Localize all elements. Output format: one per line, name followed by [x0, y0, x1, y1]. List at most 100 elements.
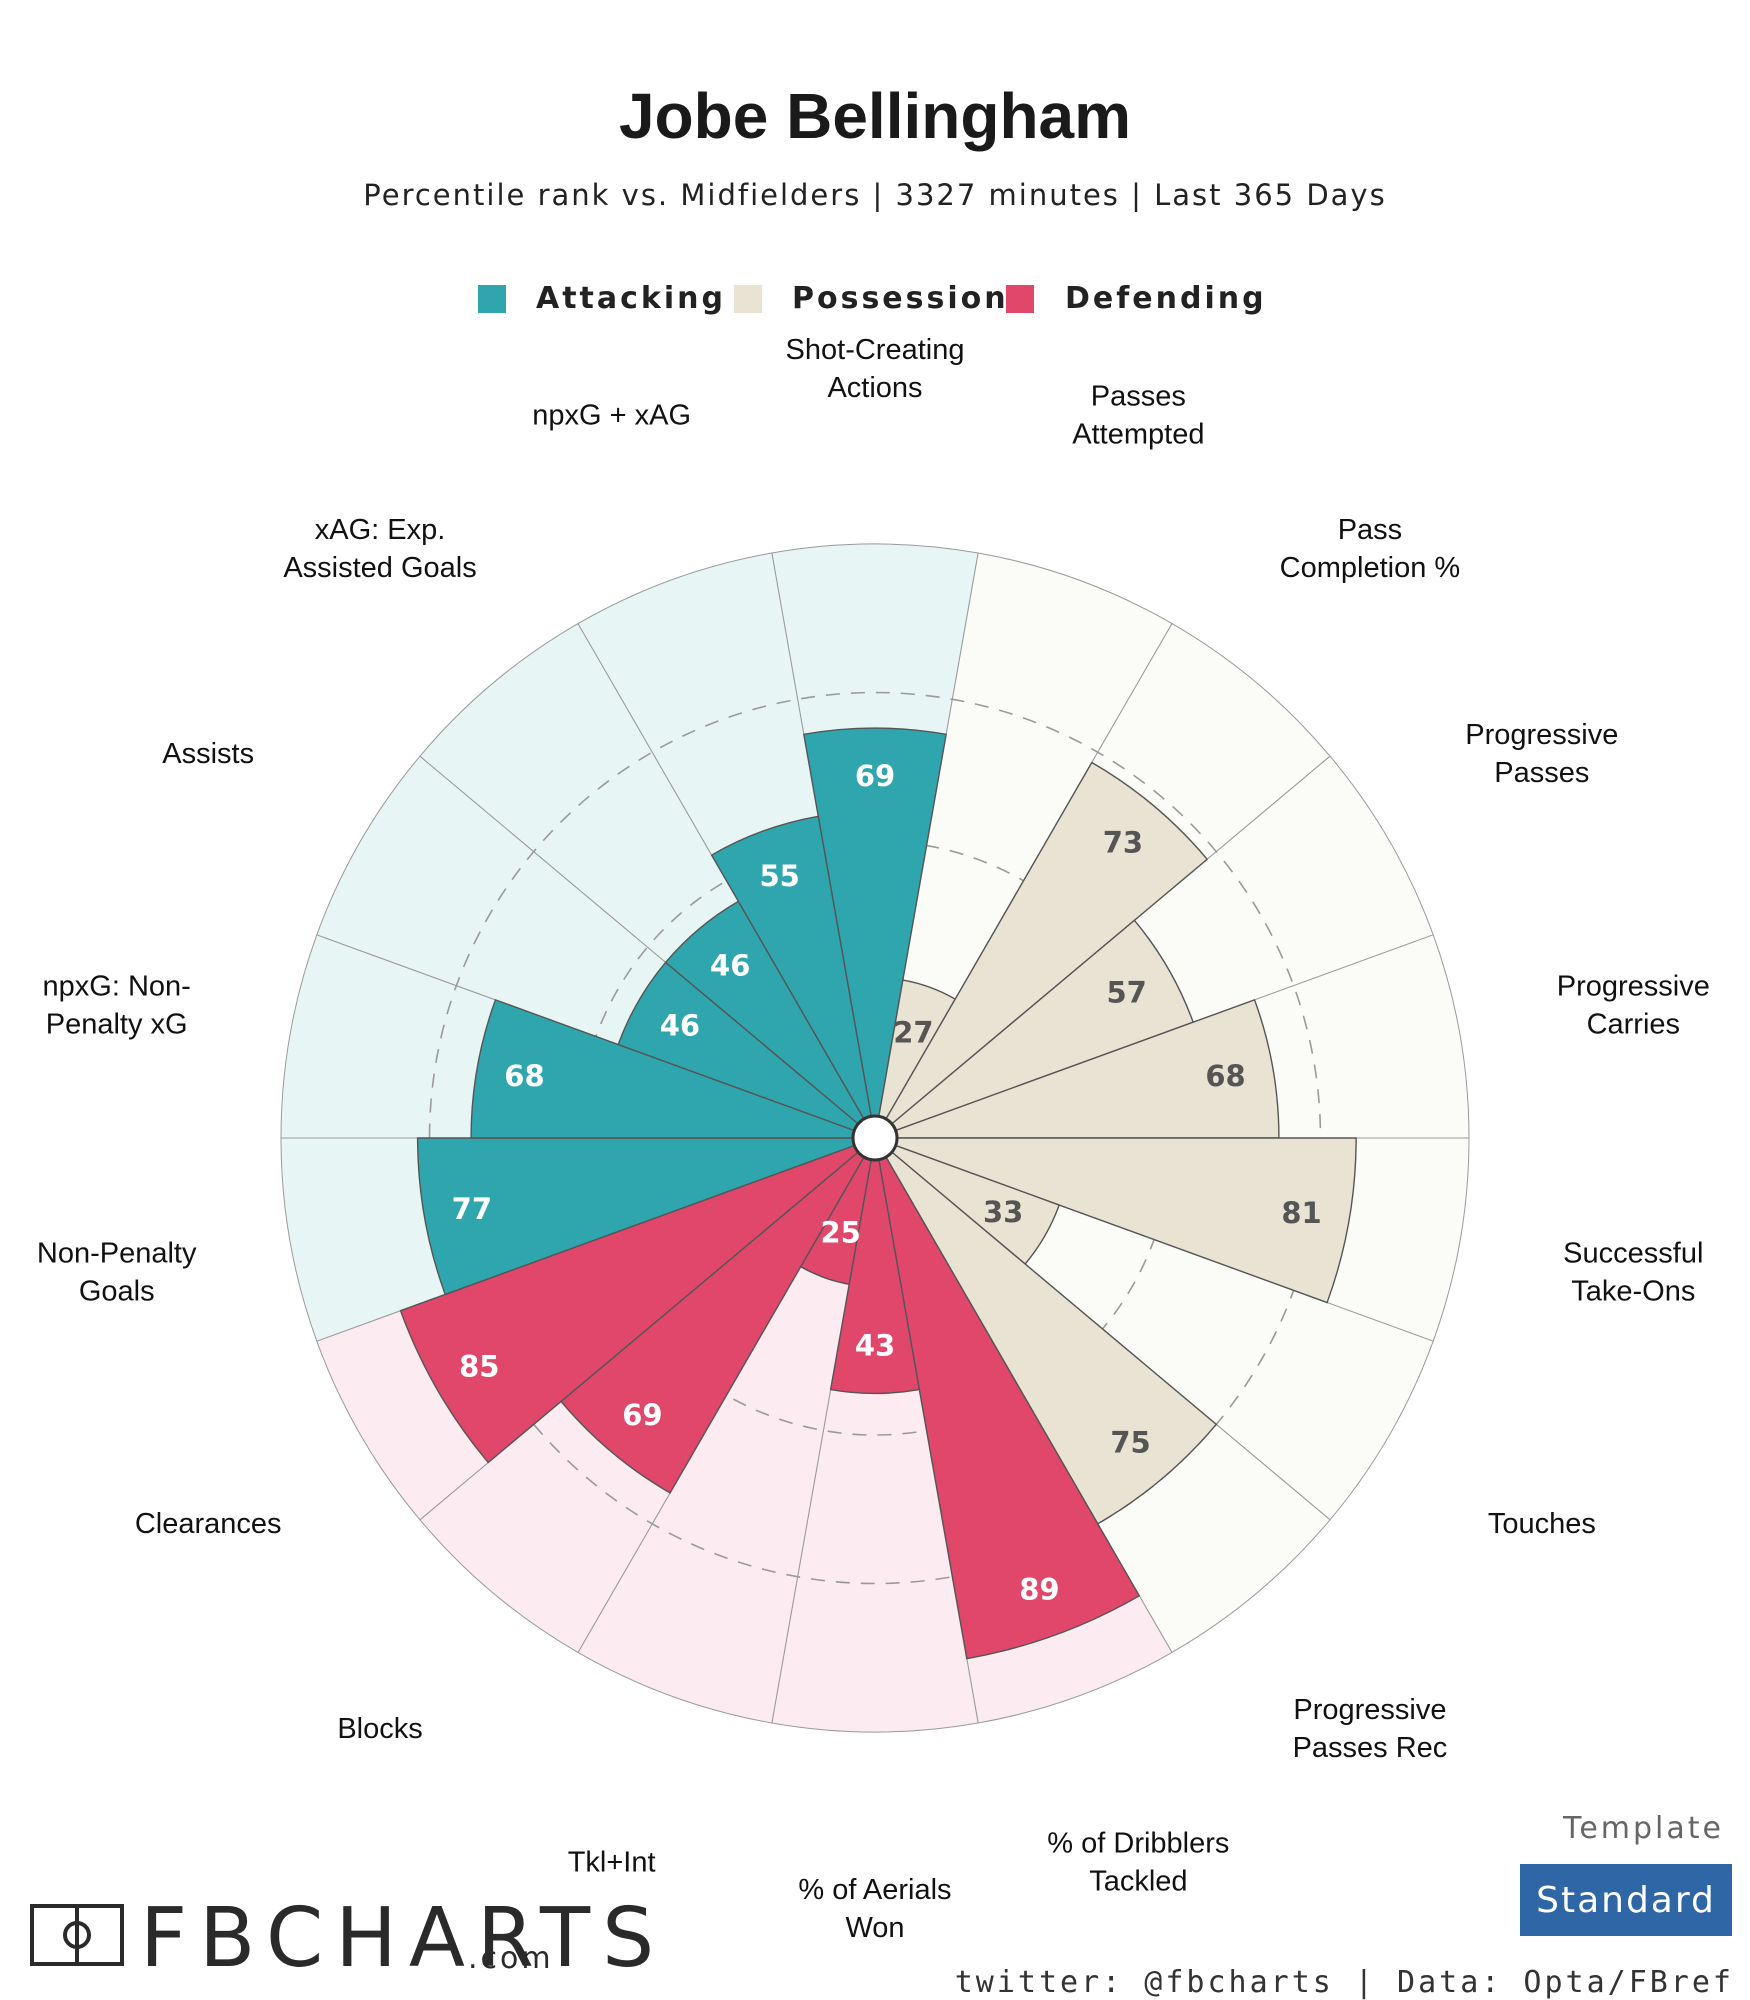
bar-non-penalty-goals	[416, 1137, 876, 1296]
value-bars	[399, 727, 1357, 1660]
bar-progressive-carries	[874, 998, 1280, 1139]
brand-name: FBCHARTS	[140, 1891, 666, 1986]
bar-successful-take-ons	[874, 1137, 1357, 1304]
category-label-line: Progressive	[1293, 1694, 1446, 1726]
value-label-npxg-non-penalty-xg: 68	[504, 1059, 544, 1093]
bar-shot-creating-actions	[803, 727, 947, 1139]
category-label-pass-completion: Pass Completion %	[1280, 514, 1461, 584]
category-label-line: Passes	[1494, 757, 1589, 789]
pitch-icon	[30, 1904, 124, 1966]
category-label-line: Non-Penalty	[37, 1238, 197, 1270]
category-label-line: Tackled	[1089, 1866, 1187, 1898]
category-label-line: xAG: Exp.	[315, 514, 446, 546]
background-wedge-passes-attempted	[874, 552, 1173, 1139]
category-label-npxg-xag: npxG + xAG	[532, 399, 691, 431]
category-label-line: Successful	[1563, 1238, 1703, 1270]
legend-label-attacking: Attacking	[536, 281, 726, 316]
category-label-progressive-carries: Progressive Carries	[1557, 970, 1710, 1040]
category-label-line: Actions	[827, 372, 922, 404]
category-label-line: Blocks	[337, 1713, 422, 1745]
chart-subtitle: Percentile rank vs. Midfielders | 3327 m…	[363, 178, 1386, 212]
category-label-of-dribblers-tackled: % of Dribblers Tackled	[1047, 1828, 1229, 1898]
category-label-touches: Touches	[1488, 1508, 1596, 1540]
legend-swatch-defending	[1006, 285, 1034, 313]
value-label-pass-completion: 73	[1103, 826, 1143, 860]
value-label-tkl-int: 25	[820, 1215, 860, 1249]
template-label: Template	[1562, 1811, 1724, 1846]
category-label-line: Passes Rec	[1293, 1732, 1448, 1764]
category-label-clearances: Clearances	[135, 1508, 282, 1540]
value-label-progressive-carries: 68	[1205, 1059, 1245, 1093]
category-label-line: Progressive	[1557, 970, 1710, 1002]
value-label-of-dribblers-tackled: 89	[1019, 1573, 1059, 1607]
category-label-line: Progressive	[1465, 719, 1618, 751]
value-label-assists: 46	[660, 1008, 700, 1042]
value-label-xag-exp-assisted-goals: 46	[710, 948, 750, 982]
background-wedge-of-aerials-won	[771, 1137, 979, 1733]
value-label-successful-take-ons: 81	[1281, 1196, 1321, 1230]
value-label-blocks: 69	[622, 1398, 662, 1432]
center-hole	[851, 1114, 899, 1162]
legend-label-possession: Possession	[792, 281, 1009, 316]
credit-line: twitter: @fbcharts | Data: Opta/FBref	[955, 1965, 1734, 2000]
category-labels: Shot-Creating Actions Passes Attempted Pass C…	[37, 334, 1710, 1944]
category-label-line: npxG + xAG	[532, 399, 691, 431]
category-label-line: % of Dribblers	[1047, 1828, 1229, 1860]
template-box: Template Standard	[1520, 1811, 1732, 1936]
category-label-line: Attempted	[1072, 418, 1204, 450]
category-label-line: Goals	[79, 1276, 155, 1308]
category-label-line: Completion %	[1280, 552, 1461, 584]
category-label-progressive-passes-rec: Progressive Passes Rec	[1293, 1694, 1448, 1764]
category-label-line: Tkl+Int	[568, 1847, 656, 1879]
category-label-line: Won	[845, 1912, 904, 1944]
legend-label-defending: Defending	[1065, 281, 1267, 316]
category-label-non-penalty-goals: Non-Penalty Goals	[37, 1238, 197, 1308]
category-label-line: Assists	[162, 738, 254, 770]
value-label-passes-attempted: 27	[893, 1015, 933, 1049]
category-label-xag-exp-assisted-goals: xAG: Exp. Assisted Goals	[283, 514, 476, 584]
legend: Attacking Possession Defending	[478, 281, 1267, 316]
bar-npxg-xag	[710, 815, 876, 1139]
category-label-line: Shot-Creating	[786, 334, 965, 366]
bar-of-aerials-won	[829, 1137, 921, 1395]
bar-clearances	[399, 1137, 876, 1464]
category-label-line: Take-Ons	[1571, 1276, 1695, 1308]
bar-blocks	[560, 1137, 876, 1494]
category-label-line: Clearances	[135, 1508, 282, 1540]
template-badge	[1520, 1864, 1732, 1936]
brand-suffix: .com	[468, 1941, 554, 1976]
category-label-progressive-passes: Progressive Passes	[1465, 719, 1618, 789]
category-label-passes-attempted: Passes Attempted	[1072, 380, 1204, 450]
category-label-successful-take-ons: Successful Take-Ons	[1563, 1238, 1703, 1308]
legend-swatch-attacking	[478, 285, 506, 313]
background-wedge-tkl-int	[577, 1137, 876, 1724]
category-label-line: Carries	[1587, 1008, 1680, 1040]
brand-logo: FBCHARTS .com	[30, 1891, 666, 1986]
value-label-shot-creating-actions: 69	[855, 759, 895, 793]
page-title: Jobe Bellingham	[619, 80, 1131, 152]
value-label-of-aerials-won: 43	[855, 1328, 895, 1362]
category-label-line: Touches	[1488, 1508, 1596, 1540]
category-label-tkl-int: Tkl+Int	[568, 1847, 656, 1879]
category-label-blocks: Blocks	[337, 1713, 422, 1745]
value-label-non-penalty-goals: 77	[452, 1192, 492, 1226]
category-label-line: Penalty xG	[46, 1008, 188, 1040]
category-label-assists: Assists	[162, 738, 254, 770]
category-label-line: Assisted Goals	[283, 552, 476, 584]
value-labels: 69 27 73 57 68 81 33 75 89 43 25 69 85 77 68 46 46 55	[452, 759, 1322, 1607]
legend-swatch-possession	[734, 285, 762, 313]
value-label-npxg-xag: 55	[760, 859, 800, 893]
category-label-line: Pass	[1338, 514, 1402, 546]
category-label-line: npxG: Non-	[43, 970, 191, 1002]
category-label-of-aerials-won: % of Aerials Won	[798, 1874, 951, 1944]
category-label-line: Passes	[1091, 380, 1186, 412]
value-label-progressive-passes: 57	[1106, 976, 1146, 1010]
bar-pass-completion	[874, 761, 1209, 1139]
value-label-touches: 33	[983, 1195, 1023, 1229]
category-label-line: % of Aerials	[798, 1874, 951, 1906]
template-value: Standard	[1536, 1880, 1716, 1921]
bar-progressive-passes-rec	[874, 1137, 1218, 1525]
bar-npxg-non-penalty-xg	[470, 998, 876, 1139]
category-label-shot-creating-actions: Shot-Creating Actions	[786, 334, 965, 404]
